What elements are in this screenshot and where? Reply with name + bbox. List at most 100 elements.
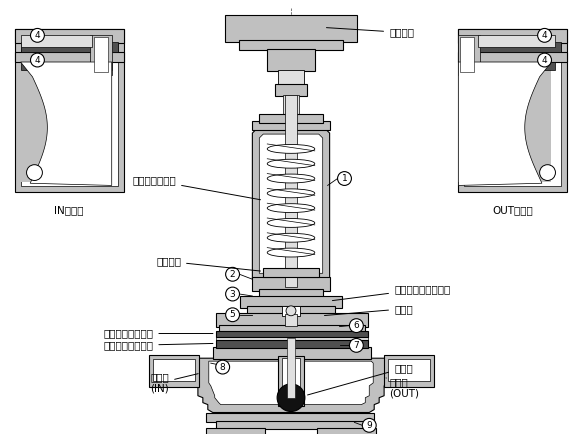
Bar bbox=[15, 52, 124, 62]
Bar bbox=[252, 277, 329, 291]
Bar bbox=[478, 35, 556, 47]
Circle shape bbox=[538, 53, 552, 67]
Text: OUT側通路: OUT側通路 bbox=[493, 205, 533, 215]
Bar bbox=[216, 313, 368, 326]
Bar bbox=[458, 29, 567, 192]
Text: 排気ダイヤフラム: 排気ダイヤフラム bbox=[103, 340, 213, 350]
Text: バルブ: バルブ bbox=[308, 363, 413, 395]
Bar bbox=[20, 42, 118, 52]
Bar bbox=[90, 35, 112, 75]
Bar bbox=[252, 121, 329, 130]
Ellipse shape bbox=[267, 174, 315, 183]
Circle shape bbox=[226, 267, 240, 281]
Bar bbox=[20, 35, 118, 187]
Text: 4: 4 bbox=[542, 31, 547, 40]
Bar bbox=[15, 29, 124, 192]
Text: 2: 2 bbox=[230, 270, 236, 279]
Polygon shape bbox=[252, 128, 329, 279]
Bar bbox=[388, 359, 430, 381]
Bar bbox=[15, 29, 124, 43]
Text: 入口側
(IN): 入口側 (IN) bbox=[150, 372, 198, 394]
Bar bbox=[216, 330, 368, 337]
Bar bbox=[219, 325, 366, 333]
Bar bbox=[282, 358, 300, 388]
Ellipse shape bbox=[267, 248, 315, 257]
Bar bbox=[278, 70, 304, 85]
Text: 出口側
(OUT): 出口側 (OUT) bbox=[386, 377, 419, 399]
Circle shape bbox=[30, 28, 44, 42]
Bar bbox=[94, 37, 108, 72]
Text: 調圧スプリング: 調圧スプリング bbox=[132, 176, 261, 200]
Circle shape bbox=[226, 287, 240, 301]
Circle shape bbox=[338, 172, 352, 185]
Bar bbox=[216, 421, 364, 429]
Circle shape bbox=[540, 165, 556, 180]
Circle shape bbox=[277, 384, 305, 412]
Bar bbox=[216, 340, 368, 348]
Bar bbox=[206, 428, 265, 435]
Polygon shape bbox=[259, 134, 323, 273]
Bar bbox=[20, 35, 92, 47]
Text: ノズル: ノズル bbox=[325, 304, 413, 316]
Circle shape bbox=[362, 418, 376, 432]
Bar bbox=[259, 289, 323, 297]
Text: 3: 3 bbox=[230, 290, 236, 298]
Bar bbox=[458, 52, 567, 62]
Bar bbox=[206, 413, 374, 423]
Polygon shape bbox=[458, 62, 552, 185]
Bar bbox=[283, 94, 299, 129]
Circle shape bbox=[27, 165, 43, 180]
Bar bbox=[275, 84, 307, 96]
Bar bbox=[458, 29, 567, 43]
Text: 8: 8 bbox=[220, 363, 226, 371]
Text: フラッパ: フラッパ bbox=[156, 257, 261, 271]
Polygon shape bbox=[458, 62, 552, 183]
Circle shape bbox=[538, 28, 552, 42]
Bar bbox=[317, 428, 376, 435]
Bar bbox=[238, 40, 343, 50]
Text: 4: 4 bbox=[34, 31, 40, 40]
Text: 5: 5 bbox=[230, 310, 236, 319]
Circle shape bbox=[226, 308, 240, 322]
Bar bbox=[213, 347, 371, 359]
Circle shape bbox=[349, 319, 363, 333]
Bar bbox=[461, 37, 474, 72]
Bar bbox=[224, 14, 357, 42]
Text: ノズルダイヤフラム: ノズルダイヤフラム bbox=[332, 284, 450, 301]
Bar bbox=[285, 94, 297, 287]
Bar bbox=[247, 306, 335, 314]
Circle shape bbox=[216, 360, 230, 374]
Ellipse shape bbox=[267, 204, 315, 212]
Bar bbox=[216, 336, 368, 341]
Ellipse shape bbox=[267, 159, 315, 168]
Circle shape bbox=[286, 306, 296, 316]
Circle shape bbox=[349, 338, 363, 352]
Ellipse shape bbox=[267, 233, 315, 242]
Bar bbox=[278, 356, 304, 406]
Text: 9: 9 bbox=[366, 421, 372, 430]
Bar bbox=[464, 42, 561, 52]
Text: IN側通路: IN側通路 bbox=[54, 205, 84, 215]
Bar bbox=[282, 306, 300, 316]
Polygon shape bbox=[20, 62, 112, 183]
Polygon shape bbox=[209, 361, 373, 405]
Bar bbox=[241, 296, 342, 308]
Polygon shape bbox=[193, 358, 389, 413]
Bar bbox=[267, 49, 315, 71]
Text: ハンドル: ハンドル bbox=[326, 28, 414, 38]
Ellipse shape bbox=[267, 145, 315, 153]
Text: 給気ダイヤフラム: 給気ダイヤフラム bbox=[103, 329, 213, 339]
Polygon shape bbox=[20, 62, 112, 185]
Bar bbox=[259, 114, 323, 123]
Bar bbox=[384, 355, 434, 387]
Text: 7: 7 bbox=[353, 341, 359, 350]
Bar bbox=[464, 62, 556, 70]
Text: 1: 1 bbox=[342, 174, 347, 183]
Circle shape bbox=[30, 53, 44, 67]
Bar bbox=[287, 338, 295, 398]
Text: 4: 4 bbox=[34, 55, 40, 65]
Bar bbox=[264, 268, 319, 277]
Bar bbox=[464, 35, 561, 187]
Text: 4: 4 bbox=[542, 55, 547, 65]
Text: 6: 6 bbox=[353, 321, 359, 330]
